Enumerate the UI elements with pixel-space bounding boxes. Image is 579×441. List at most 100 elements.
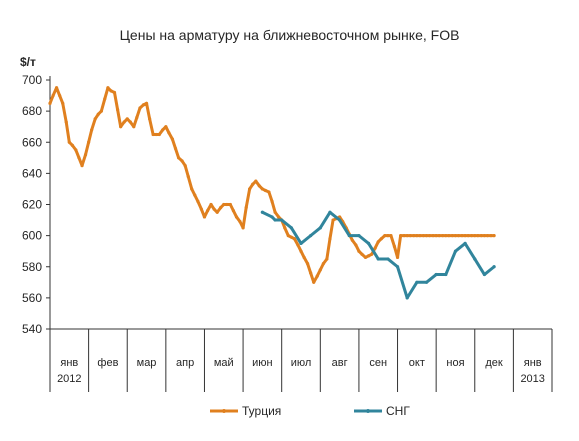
series-point-1 [277,215,281,219]
series-point-1 [447,234,451,238]
series-point-1 [74,148,78,152]
x-month-label: май [214,357,234,369]
series-point-1 [366,254,371,258]
x-month-label: сен [369,357,387,369]
y-tick-label: 660 [22,135,42,149]
series-point-1 [106,86,110,90]
series-point-2 [309,234,313,238]
series-point-1 [427,234,432,238]
series-point-1 [450,234,454,238]
x-axis-month-labels: янв 2012 фев мар апр май июн июл авг сен окт ноя дек… [57,357,545,385]
series-point-1 [215,210,219,214]
series-point-1 [103,97,107,101]
series-point-2 [424,280,429,284]
series-point-1 [122,120,126,124]
series-point-1 [144,101,149,105]
series-point-1 [148,117,152,121]
series-point-1 [299,249,303,253]
series-point-1 [389,234,393,238]
series-point-1 [489,234,493,238]
series-point-1 [51,93,55,98]
series-point-1 [209,202,213,207]
series-point-1 [109,89,113,93]
y-tick-label: 640 [22,166,42,180]
series-point-1 [444,234,448,238]
series-point-1 [386,234,390,238]
series-point-1 [383,234,387,238]
series-point-1 [399,234,403,238]
series-point-1 [119,125,123,129]
series-point-1 [350,238,354,242]
series-point-1 [283,226,287,230]
series-point-1 [157,132,161,137]
x-month-label: янв [60,357,78,369]
series-point-1 [354,243,358,247]
series-point-1 [58,93,62,98]
series-point-1 [183,163,187,168]
series-point-1 [321,262,325,266]
series-point-1 [267,190,271,194]
series-line-2 [260,210,496,300]
series-point-1 [415,234,419,238]
series-point-1 [186,174,190,179]
series-point-2 [473,257,477,261]
series-point-2 [482,272,487,277]
series-point-1 [466,234,470,238]
series-point-1 [456,234,461,238]
series-point-1 [54,86,59,90]
series-point-1 [244,206,248,210]
series-point-1 [405,234,409,238]
series-point-1 [392,244,397,249]
y-tick-label: 680 [22,104,42,118]
series-point-1 [328,237,332,241]
series-point-1 [315,274,319,278]
series-point-1 [376,240,380,244]
series-point-1 [228,202,232,207]
series-point-1 [196,199,200,203]
legend-marker-1 [222,409,226,413]
x-month-label: июл [291,357,312,369]
series-point-1 [115,107,120,112]
series-point-1 [418,234,422,238]
series-point-1 [202,215,207,219]
x-month-label: дек [485,357,503,369]
x-month-label: авг [332,357,348,369]
series-point-1 [212,207,216,211]
y-tick-label: 540 [22,322,42,336]
series-point-2 [260,210,264,214]
series-point-1 [292,237,297,241]
y-tick-label: 600 [22,229,42,243]
series-point-2 [280,218,284,222]
series-point-2 [318,226,322,230]
x-year-label: 2013 [520,373,544,385]
series-point-1 [77,156,81,160]
series-point-1 [190,187,194,191]
series-layer [48,86,496,300]
series-point-1 [176,156,181,160]
series-point-1 [234,215,239,219]
series-point-1 [318,268,322,272]
series-point-1 [205,209,210,213]
series-point-1 [128,120,132,124]
y-axis-ticks: 540 560 580 600 620 640 660 680 700 [22,73,50,336]
series-point-1 [87,140,91,144]
series-point-1 [421,234,426,238]
series-point-1 [80,163,84,168]
series-point-1 [222,202,226,207]
series-point-2 [273,218,277,222]
series-point-1 [286,234,290,238]
series-point-1 [331,218,335,222]
series-point-2 [492,265,496,269]
y-tick-label: 620 [22,198,42,212]
series-point-1 [93,117,97,121]
series-point-1 [395,255,400,260]
series-point-1 [476,234,480,238]
series-point-1 [96,112,100,116]
series-point-1 [431,234,435,238]
x-year-label: 2012 [57,373,81,385]
series-point-2 [357,234,361,238]
series-point-1 [135,115,139,119]
series-point-1 [164,125,168,129]
series-point-1 [424,234,429,238]
series-point-1 [161,128,165,132]
